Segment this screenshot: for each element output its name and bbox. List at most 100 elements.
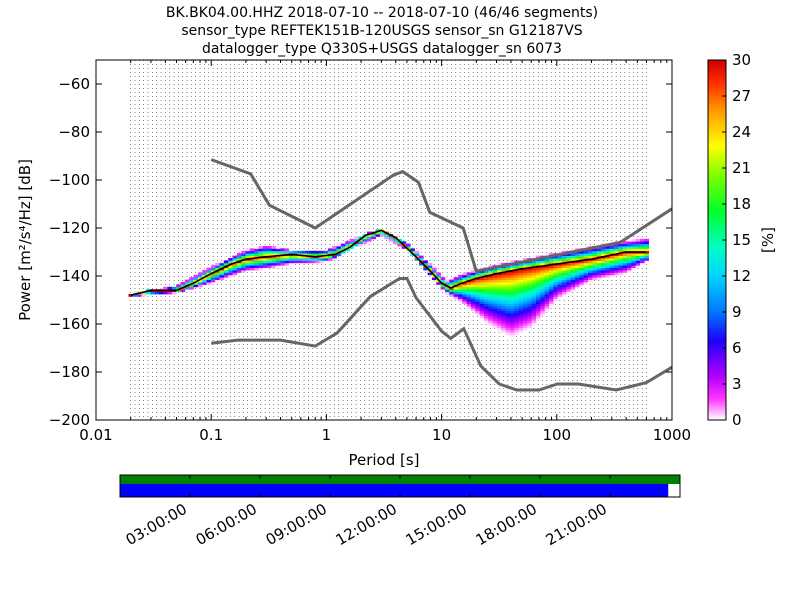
colorbar-tick-label: 3 [732,375,742,393]
density-cell [605,270,610,273]
density-cell [527,265,532,268]
density-cell [622,253,628,256]
density-cell [353,236,359,240]
density-cell [505,301,511,304]
density-cell [583,274,589,278]
density-cell [505,325,511,328]
density-cell [614,267,619,271]
density-cell [640,255,645,259]
density-cell [570,258,576,261]
density-cell [167,291,173,295]
density-cell [540,289,545,292]
density-cell [644,248,649,252]
density-cell [505,298,511,302]
density-cell [522,313,528,316]
density-cell [644,250,649,254]
density-cell [553,282,558,285]
density-cell [557,274,563,278]
density-cell [245,267,251,271]
density-cell [267,265,272,268]
density-cell [570,253,576,256]
density-cell [627,270,632,273]
density-cell [293,258,298,261]
density-cell [574,282,580,285]
density-cell [592,272,597,276]
density-cell [531,286,537,290]
density-cell [518,279,524,283]
density-cell [588,277,593,280]
density-cell [488,282,493,285]
density-cell [501,301,506,304]
density-cell [566,284,571,288]
density-cell [241,260,246,264]
density-cell [631,265,636,268]
colorbar-tick-label: 12 [732,267,751,285]
density-cell [540,279,545,283]
density-cell [479,315,485,319]
density-cell [518,303,524,307]
density-cell [609,274,615,278]
density-cell [219,270,225,273]
density-cell [505,291,511,295]
density-cell [557,250,563,254]
density-cell [540,277,545,280]
density-cell [618,260,623,264]
density-cell [566,253,571,256]
density-cell [262,267,268,271]
median-line [130,229,647,296]
density-cell [470,272,476,276]
density-cell [327,258,333,261]
density-cell [275,258,281,261]
density-cell [540,272,545,276]
density-cell [531,318,537,321]
density-cell [492,296,498,300]
density-cell [509,308,515,312]
density-cell [592,253,597,256]
density-cell [518,274,524,278]
density-cell [544,265,550,268]
density-cell [206,279,212,283]
density-cell [531,279,537,283]
density-cell [509,298,515,302]
density-cell [340,243,346,247]
density-cell [644,238,649,242]
density-cell [141,294,147,297]
density-cell [514,313,519,316]
density-cell [410,250,415,254]
density-cell [423,267,428,271]
density-cell [488,286,493,290]
density-cell [249,262,255,266]
density-cell [310,250,316,254]
density-cell [414,253,420,256]
density-cell [609,246,615,249]
density-cell [371,234,376,237]
density-cell [202,277,207,280]
density-cell [640,258,645,261]
density-cell [180,284,186,288]
density-cell [588,260,593,264]
density-cell [492,301,498,304]
density-cell [501,286,506,290]
density-cell [440,277,446,280]
density-cell [570,286,576,290]
density-cell [514,298,519,302]
density-cell [509,322,515,326]
density-cell [574,270,580,273]
density-cell [596,262,602,266]
density-cell [614,255,619,259]
density-cell [544,274,550,278]
density-cell [505,308,511,312]
density-cell [583,250,589,254]
density-cell [479,310,485,314]
density-cell [475,313,480,316]
density-cell [544,284,550,288]
density-cell [215,277,220,280]
density-cell [345,248,350,252]
timeline-tick-label: 06:00:00 [193,500,260,549]
density-cell [540,282,545,285]
density-cell [470,301,476,304]
colorbar-tick-label: 27 [732,87,751,105]
density-cell [301,260,307,264]
density-cell [423,262,428,266]
